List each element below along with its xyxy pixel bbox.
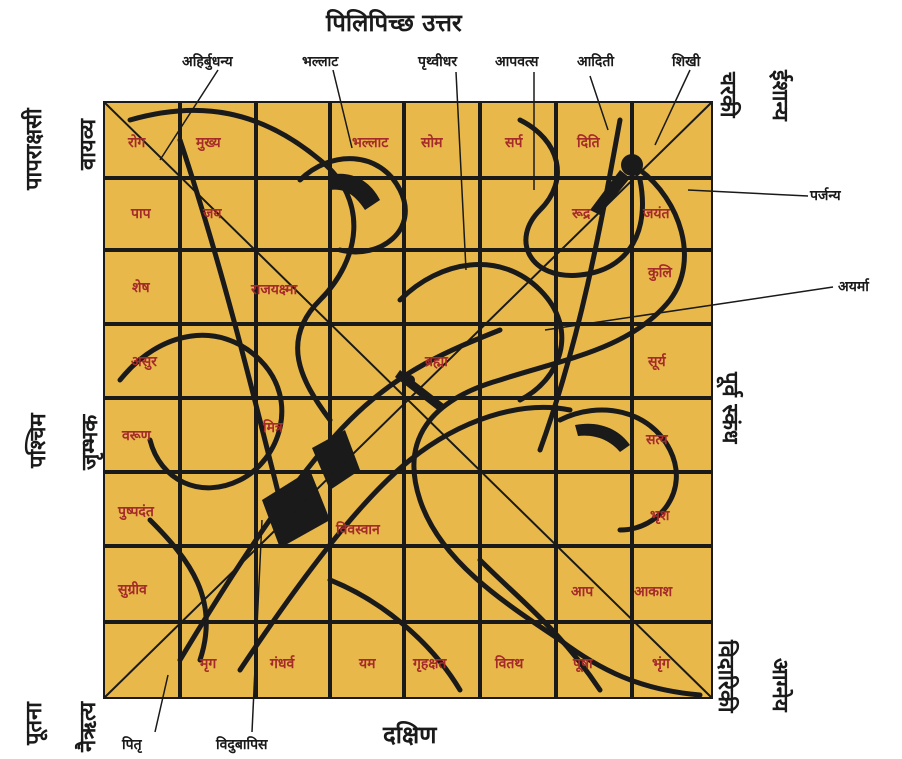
- cell-varun: वरूण: [122, 428, 151, 444]
- cell-shesh: शेष: [132, 280, 150, 296]
- cell-satya: सत्य: [646, 432, 668, 448]
- east-label: पूर्व स्कंध: [717, 372, 742, 444]
- callout-ahirbudhnya: अहिर्बुधन्य: [182, 54, 233, 70]
- northwest-label: वायव्य: [76, 119, 101, 170]
- callout-vidubapis: विदुबापिस: [216, 737, 268, 753]
- cell-mitra: मित्र: [263, 420, 283, 436]
- north-label: पिलिपिच्छ उत्तर: [326, 9, 462, 37]
- cell-akash: आकाश: [634, 584, 673, 600]
- cell-diti: दिति: [577, 135, 600, 151]
- cell-mrig: मृग: [200, 656, 217, 672]
- west-label: पश्चिम: [26, 413, 51, 468]
- grid-lines: [104, 102, 712, 698]
- cell-gandharva: गंधर्व: [270, 656, 295, 672]
- cell-bhrish: भृश: [650, 508, 670, 524]
- cell-pusha: पूषा: [573, 656, 593, 672]
- south-label: दक्षिण: [383, 721, 437, 749]
- cell-kulish: कुलि: [648, 265, 672, 281]
- southwest-label: नैऋत्य: [76, 701, 101, 752]
- cell-vivasvan: विवस्वान: [336, 522, 380, 538]
- cell-asur: असुर: [131, 354, 157, 370]
- cell-yam: यम: [359, 656, 376, 672]
- cell-jay: जय: [203, 206, 222, 222]
- cell-sarp: सर्प: [505, 135, 523, 151]
- west-inner-label: जृम्भक: [78, 414, 103, 470]
- northeast-demon-label: चरकी: [715, 72, 740, 118]
- cell-paap: पाप: [131, 206, 151, 222]
- callout-apavats: आपवत्स: [495, 54, 539, 70]
- cell-pushpadant: पुष्पदंत: [118, 504, 154, 520]
- cell-bhallat: भल्लाट: [352, 135, 389, 151]
- cell-rudra: रूद्र: [572, 206, 591, 222]
- southwest-demon-label: पूतना: [22, 702, 47, 745]
- diagonals: [103, 101, 713, 699]
- southeast-label: आग्नेय: [767, 658, 792, 712]
- northwest-demon-label: पापराक्षसी: [22, 108, 47, 190]
- cell-sugreev: सुग्रीव: [118, 582, 147, 598]
- cell-aap: आप: [571, 584, 594, 600]
- callout-prithvidhar: पृथ्वीधर: [418, 54, 458, 70]
- callout-pitru: पितृ: [122, 737, 142, 753]
- callout-aditi: आदिती: [577, 54, 614, 70]
- cell-mukhya: मुख्य: [196, 135, 221, 151]
- northeast-label: ईशान्य: [767, 70, 792, 121]
- cell-som: सोम: [421, 135, 443, 151]
- leader-lines: [154, 69, 834, 733]
- cell-bhringa: भृंग: [652, 656, 670, 672]
- cell-surya: सूर्य: [648, 354, 666, 370]
- cell-jayant: जयंत: [643, 206, 670, 222]
- cell-rajyakshma: राजयक्ष्मा: [251, 282, 298, 298]
- cell-rog: रोग: [128, 135, 146, 151]
- cell-vitath: वितथ: [495, 656, 524, 672]
- callout-shikhi: शिखी: [672, 54, 701, 70]
- southeast-demon-label: विदारिकी: [713, 640, 738, 713]
- callout-parjanya: पर्जन्य: [810, 188, 841, 204]
- cell-grihakshat: गृहक्षत: [413, 656, 447, 672]
- callout-bhallat: भल्लाट: [302, 54, 339, 70]
- callout-aryama: अयर्मा: [838, 279, 869, 295]
- cell-brahma: ब्रह्मा: [425, 354, 448, 370]
